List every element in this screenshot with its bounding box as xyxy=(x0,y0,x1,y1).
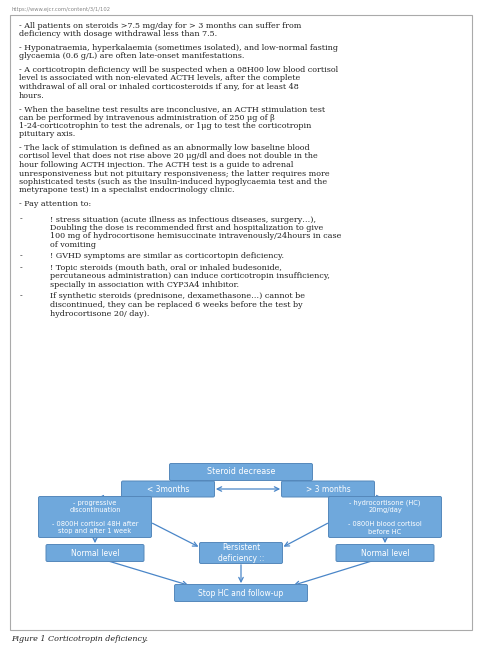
Text: Steroid decrease: Steroid decrease xyxy=(207,467,275,477)
Text: If synthetic steroids (prednisone, dexamethasone…) cannot be: If synthetic steroids (prednisone, dexam… xyxy=(50,293,305,301)
Text: < 3months: < 3months xyxy=(147,485,189,493)
Text: -: - xyxy=(20,293,23,301)
Text: hour following ACTH injection. The ACTH test is a guide to adrenal: hour following ACTH injection. The ACTH … xyxy=(19,161,294,169)
Text: can be performed by intravenous administration of 250 μg of β: can be performed by intravenous administ… xyxy=(19,114,275,122)
Text: unresponsiveness but not pituitary responsiveness; the latter requires more: unresponsiveness but not pituitary respo… xyxy=(19,170,330,178)
Text: of vomiting: of vomiting xyxy=(50,241,96,249)
Text: Persistent
deficiency ::: Persistent deficiency :: xyxy=(218,543,264,563)
FancyBboxPatch shape xyxy=(281,481,375,497)
Text: - Hyponatraemia, hyperkalaemia (sometimes isolated), and low-normal fasting: - Hyponatraemia, hyperkalaemia (sometime… xyxy=(19,44,338,52)
FancyBboxPatch shape xyxy=(10,15,472,630)
Text: 100 mg of hydrocortisone hemisuccinate intravenously/24hours in case: 100 mg of hydrocortisone hemisuccinate i… xyxy=(50,233,341,241)
FancyBboxPatch shape xyxy=(121,481,214,497)
Text: - progressive
discontinuation

- 0800H cortisol 48H after
stop and after 1 week: - progressive discontinuation - 0800H co… xyxy=(52,499,138,535)
Text: > 3 months: > 3 months xyxy=(306,485,350,493)
FancyBboxPatch shape xyxy=(39,497,151,537)
Text: cortisol level that does not rise above 20 μg/dl and does not double in the: cortisol level that does not rise above … xyxy=(19,152,318,160)
Text: Normal level: Normal level xyxy=(361,549,409,557)
Text: -: - xyxy=(20,253,23,261)
Text: level is associated with non-elevated ACTH levels, after the complete: level is associated with non-elevated AC… xyxy=(19,74,300,82)
Text: ! GVHD symptoms are similar as corticortopin deficiency.: ! GVHD symptoms are similar as corticort… xyxy=(50,253,284,261)
Text: - hydrocortisone (HC)
20mg/day

- 0800H blood cortisol
before HC: - hydrocortisone (HC) 20mg/day - 0800H b… xyxy=(348,499,422,535)
FancyBboxPatch shape xyxy=(329,497,442,537)
Text: discontinued, they can be replaced 6 weeks before the test by: discontinued, they can be replaced 6 wee… xyxy=(50,301,303,309)
FancyBboxPatch shape xyxy=(200,543,282,563)
Text: Normal level: Normal level xyxy=(71,549,119,557)
Text: - All patients on steroids >7.5 mg/day for > 3 months can suffer from: - All patients on steroids >7.5 mg/day f… xyxy=(19,22,301,30)
FancyBboxPatch shape xyxy=(170,464,312,481)
Text: -: - xyxy=(20,264,23,272)
Text: Doubling the dose is recommended first and hospitalization to give: Doubling the dose is recommended first a… xyxy=(50,224,323,232)
Text: - Pay attention to:: - Pay attention to: xyxy=(19,200,91,208)
Text: ! stress situation (acute illness as infectious diseases, surgery…),: ! stress situation (acute illness as inf… xyxy=(50,215,316,223)
Text: percutaneous administration) can induce corticotropin insufficiency,: percutaneous administration) can induce … xyxy=(50,273,330,281)
Text: glycaemia (0.6 g/L) are often late-onset manifestations.: glycaemia (0.6 g/L) are often late-onset… xyxy=(19,53,244,61)
Text: Stop HC and follow-up: Stop HC and follow-up xyxy=(199,589,283,597)
FancyBboxPatch shape xyxy=(46,545,144,561)
Text: - A corticotropin deficiency will be suspected when a 08H00 low blood cortisol: - A corticotropin deficiency will be sus… xyxy=(19,66,338,74)
Text: withdrawal of all oral or inhaled corticosteroids if any, for at least 48: withdrawal of all oral or inhaled cortic… xyxy=(19,83,299,91)
Text: pituitary axis.: pituitary axis. xyxy=(19,130,75,138)
Text: https://www.ejcr.com/content/3/1/102: https://www.ejcr.com/content/3/1/102 xyxy=(11,7,110,12)
Text: sophisticated tests (such as the insulin-induced hypoglycaemia test and the: sophisticated tests (such as the insulin… xyxy=(19,178,327,186)
Text: hours.: hours. xyxy=(19,92,45,100)
Text: 1-24-corticotrophin to test the adrenals, or 1μg to test the corticotropin: 1-24-corticotrophin to test the adrenals… xyxy=(19,122,311,130)
Text: - When the baseline test results are inconclusive, an ACTH stimulation test: - When the baseline test results are inc… xyxy=(19,105,325,113)
Text: hydrocortisone 20/ day).: hydrocortisone 20/ day). xyxy=(50,309,149,317)
Text: - The lack of stimulation is defined as an abnormally low baseline blood: - The lack of stimulation is defined as … xyxy=(19,144,309,152)
Text: specially in association with CYP3A4 inhibitor.: specially in association with CYP3A4 inh… xyxy=(50,281,239,289)
FancyBboxPatch shape xyxy=(174,585,308,602)
Text: Figure 1 Corticotropin deficiency.: Figure 1 Corticotropin deficiency. xyxy=(11,635,148,643)
Text: ! Topic steroids (mouth bath, oral or inhaled budesonide,: ! Topic steroids (mouth bath, oral or in… xyxy=(50,264,282,272)
FancyBboxPatch shape xyxy=(336,545,434,561)
Text: deficiency with dosage withdrawal less than 7.5.: deficiency with dosage withdrawal less t… xyxy=(19,31,217,39)
Text: -: - xyxy=(20,215,23,223)
Text: metyrapone test) in a specialist endocrinology clinic.: metyrapone test) in a specialist endocri… xyxy=(19,186,235,194)
